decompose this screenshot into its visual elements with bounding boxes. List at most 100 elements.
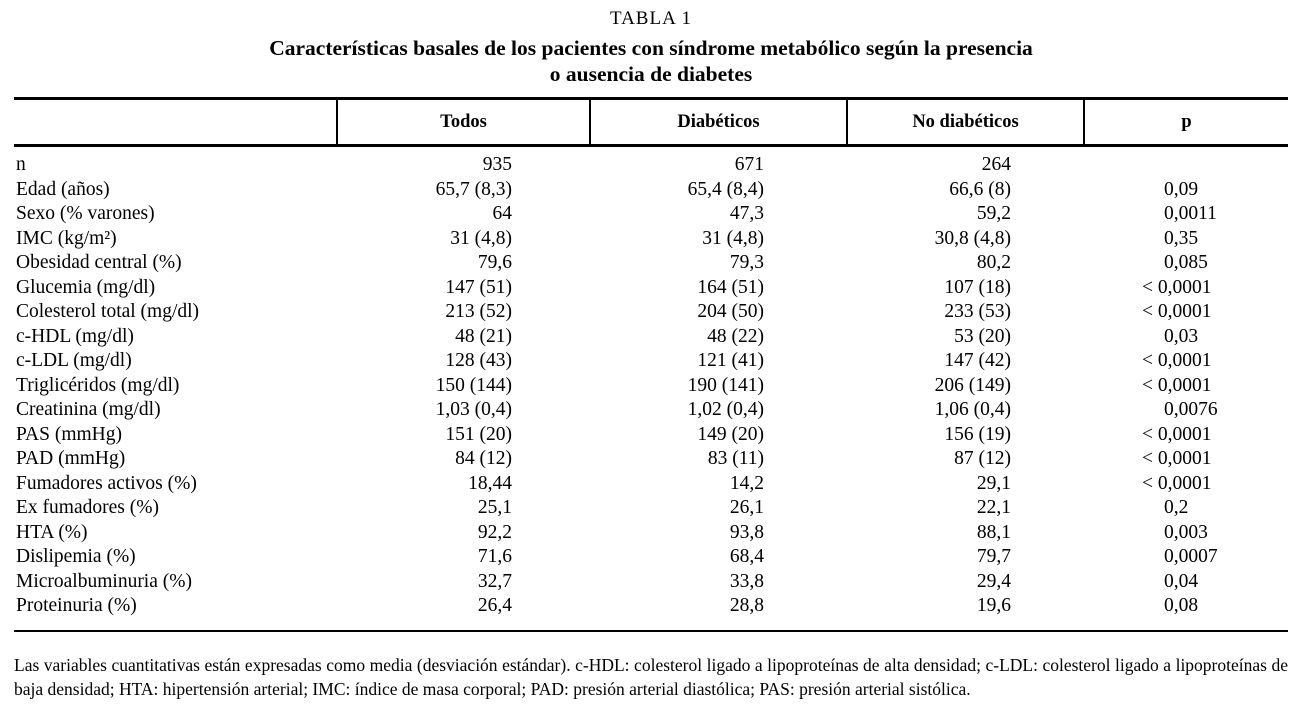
no-diabeticos-value-cell: 1,06 (0,4) (934, 399, 1011, 420)
todos-value-cell: 1,03 (0,4) (435, 399, 512, 420)
diabeticos-value-cell: 93,8 (729, 521, 764, 543)
column-header-diabeticos: Diabéticos (589, 98, 847, 147)
row-label-cell: c-HDL (mg/dl) (16, 325, 134, 347)
p-value-cell: 0,03 (1164, 325, 1199, 347)
table-row: Microalbuminuria (%) 32,7 33,8 29,4 0,04 (14, 570, 1288, 595)
table-row: n 935 671 264 (14, 146, 1288, 178)
table-row: IMC (kg/m²) 31 (4,8) 31 (4,8) 30,8 (4,8) 0,3… (14, 227, 1288, 252)
table-row: PAS (mmHg) 151 (20) 149 (20) 156 (19) < 0,00… (14, 423, 1288, 448)
row-label-cell: Dislipemia (%) (16, 546, 136, 567)
diabeticos-value-cell: 1,02 (0,4) (687, 399, 764, 420)
todos-value-cell: 147 (51) (445, 276, 512, 298)
column-header-empty (14, 98, 337, 147)
column-header-no-diabeticos: No diabéticos (846, 98, 1084, 147)
no-diabeticos-value-cell: 233 (53) (944, 301, 1011, 322)
row-label-cell: Proteinuria (%) (16, 595, 137, 616)
diabeticos-value-cell: 121 (41) (697, 350, 764, 371)
todos-value-cell: 26,4 (477, 595, 512, 616)
no-diabeticos-value-cell: 88,1 (976, 521, 1011, 543)
no-diabeticos-value-cell: 264 (981, 154, 1011, 175)
no-diabeticos-value-cell: 87 (12) (954, 448, 1011, 469)
table-title-line-2: o ausencia de diabetes (549, 62, 753, 86)
diabeticos-value-cell: 28,8 (729, 595, 764, 616)
diabeticos-value-cell: 190 (141) (687, 374, 764, 396)
p-value-cell: 0,0076 (1164, 399, 1218, 420)
table-title-line-1: Características basales de los pacientes… (269, 36, 1033, 60)
table-row: Sexo (% varones) 64 47,3 59,2 0,0011 (14, 202, 1288, 227)
no-diabeticos-value-cell: 22,1 (976, 497, 1011, 518)
table-row: Proteinuria (%) 26,4 28,8 19,6 0,08 (14, 594, 1288, 619)
table-header-row: Todos Diabéticos No diabéticos p (14, 98, 1288, 147)
no-diabeticos-value-cell: 80,2 (976, 252, 1011, 273)
p-value-cell (1084, 146, 1288, 178)
no-diabeticos-value-cell: 29,4 (976, 570, 1011, 592)
p-value-cell: < 0,0001 (1142, 423, 1212, 445)
column-header-p: p (1083, 98, 1288, 147)
p-value-cell: 0,085 (1164, 252, 1208, 273)
todos-value-cell: 18,44 (468, 472, 512, 494)
table-row: Triglicéridos (mg/dl) 150 (144) 190 (141) 2… (14, 374, 1288, 399)
diabeticos-value-cell: 204 (50) (697, 301, 764, 322)
table-row: Creatinina (mg/dl) 1,03 (0,4) 1,02 (0,4) 1,… (14, 398, 1288, 423)
todos-value-cell: 935 (482, 154, 512, 175)
table-number: TABLA 1 (609, 8, 692, 29)
no-diabeticos-value-cell: 59,2 (976, 203, 1011, 224)
p-value-cell: 0,04 (1164, 570, 1199, 592)
table-row: Ex fumadores (%) 25,1 26,1 22,1 0,2 (14, 496, 1288, 521)
no-diabeticos-value-cell: 19,6 (976, 595, 1011, 616)
todos-value-cell: 31 (4,8) (450, 227, 512, 249)
diabeticos-value-cell: 68,4 (729, 546, 764, 567)
no-diabeticos-value-cell: 107 (18) (944, 276, 1011, 298)
table-row: Fumadores activos (%) 18,44 14,2 29,1 < 0,00… (14, 472, 1288, 497)
table-footnote: Las variables cuantitativas están expres… (14, 654, 1288, 699)
diabeticos-value-cell: 65,4 (8,4) (687, 178, 764, 200)
todos-value-cell: 150 (144) (435, 374, 512, 396)
diabeticos-value-cell: 48 (22) (707, 325, 764, 347)
row-label-cell: HTA (%) (16, 521, 88, 543)
no-diabeticos-value-cell: 66,6 (8) (949, 178, 1011, 200)
row-label-cell: Edad (años) (16, 178, 110, 200)
diabeticos-value-cell: 31 (4,8) (702, 227, 764, 249)
table-body: n 935 671 264 Edad (años) 65,7 (8,3) 65,4 (8,4… (14, 146, 1288, 619)
row-label-cell: Colesterol total (mg/dl) (16, 301, 200, 322)
todos-value-cell: 71,6 (477, 546, 512, 567)
p-value-cell: 0,35 (1164, 227, 1199, 249)
todos-value-cell: 65,7 (8,3) (435, 178, 512, 200)
p-value-cell: 0,003 (1164, 521, 1208, 543)
no-diabeticos-value-cell: 29,1 (976, 472, 1011, 494)
p-value-cell: 0,0007 (1164, 546, 1218, 567)
diabeticos-value-cell: 671 (734, 154, 764, 175)
no-diabeticos-value-cell: 156 (19) (944, 423, 1011, 445)
row-label-cell: PAD (mmHg) (16, 448, 126, 469)
row-label-cell: Ex fumadores (%) (16, 497, 159, 518)
p-value-cell: < 0,0001 (1142, 374, 1212, 396)
diabeticos-value-cell: 79,3 (729, 252, 764, 273)
row-label-cell: Microalbuminuria (%) (16, 570, 192, 592)
row-label-cell: Triglicéridos (mg/dl) (16, 374, 180, 396)
no-diabeticos-value-cell: 53 (20) (954, 325, 1011, 347)
row-label-cell: Sexo (% varones) (16, 203, 155, 224)
table-row: c-HDL (mg/dl) 48 (21) 48 (22) 53 (20) 0,03 (14, 325, 1288, 350)
diabeticos-value-cell: 47,3 (729, 203, 764, 224)
row-label-cell: c-LDL (mg/dl) (16, 350, 132, 371)
todos-value-cell: 32,7 (477, 570, 512, 592)
p-value-cell: < 0,0001 (1142, 301, 1212, 322)
no-diabeticos-value-cell: 147 (42) (944, 350, 1011, 371)
p-value-cell: < 0,0001 (1142, 472, 1212, 494)
todos-value-cell: 92,2 (477, 521, 512, 543)
todos-value-cell: 213 (52) (445, 301, 512, 322)
table-row: Dislipemia (%) 71,6 68,4 79,7 0,0007 (14, 545, 1288, 570)
todos-value-cell: 84 (12) (455, 448, 512, 469)
row-label-cell: Glucemia (mg/dl) (16, 276, 156, 298)
baseline-characteristics-table: Todos Diabéticos No diabéticos p n 935 671… (14, 97, 1288, 619)
table-row: Glucemia (mg/dl) 147 (51) 164 (51) 107 (18)… (14, 276, 1288, 301)
row-label-cell: PAS (mmHg) (16, 423, 123, 445)
table-row: HTA (%) 92,2 93,8 88,1 0,003 (14, 521, 1288, 546)
p-value-cell: 0,09 (1164, 178, 1199, 200)
todos-value-cell: 25,1 (477, 497, 512, 518)
table-bottom-rule (14, 629, 1288, 632)
p-value-cell: < 0,0001 (1142, 350, 1212, 371)
row-label-cell: IMC (kg/m²) (16, 227, 117, 249)
diabeticos-value-cell: 14,2 (729, 472, 764, 494)
